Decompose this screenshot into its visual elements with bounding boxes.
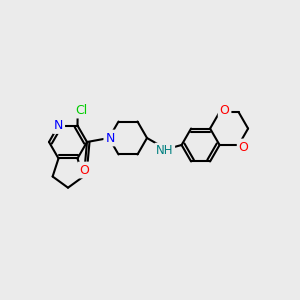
Text: O: O: [220, 103, 230, 117]
Text: N: N: [105, 131, 115, 145]
Text: N: N: [54, 119, 63, 132]
Text: Cl: Cl: [76, 103, 88, 117]
Text: NH: NH: [156, 145, 173, 158]
Text: O: O: [239, 140, 248, 154]
Text: O: O: [79, 164, 89, 176]
